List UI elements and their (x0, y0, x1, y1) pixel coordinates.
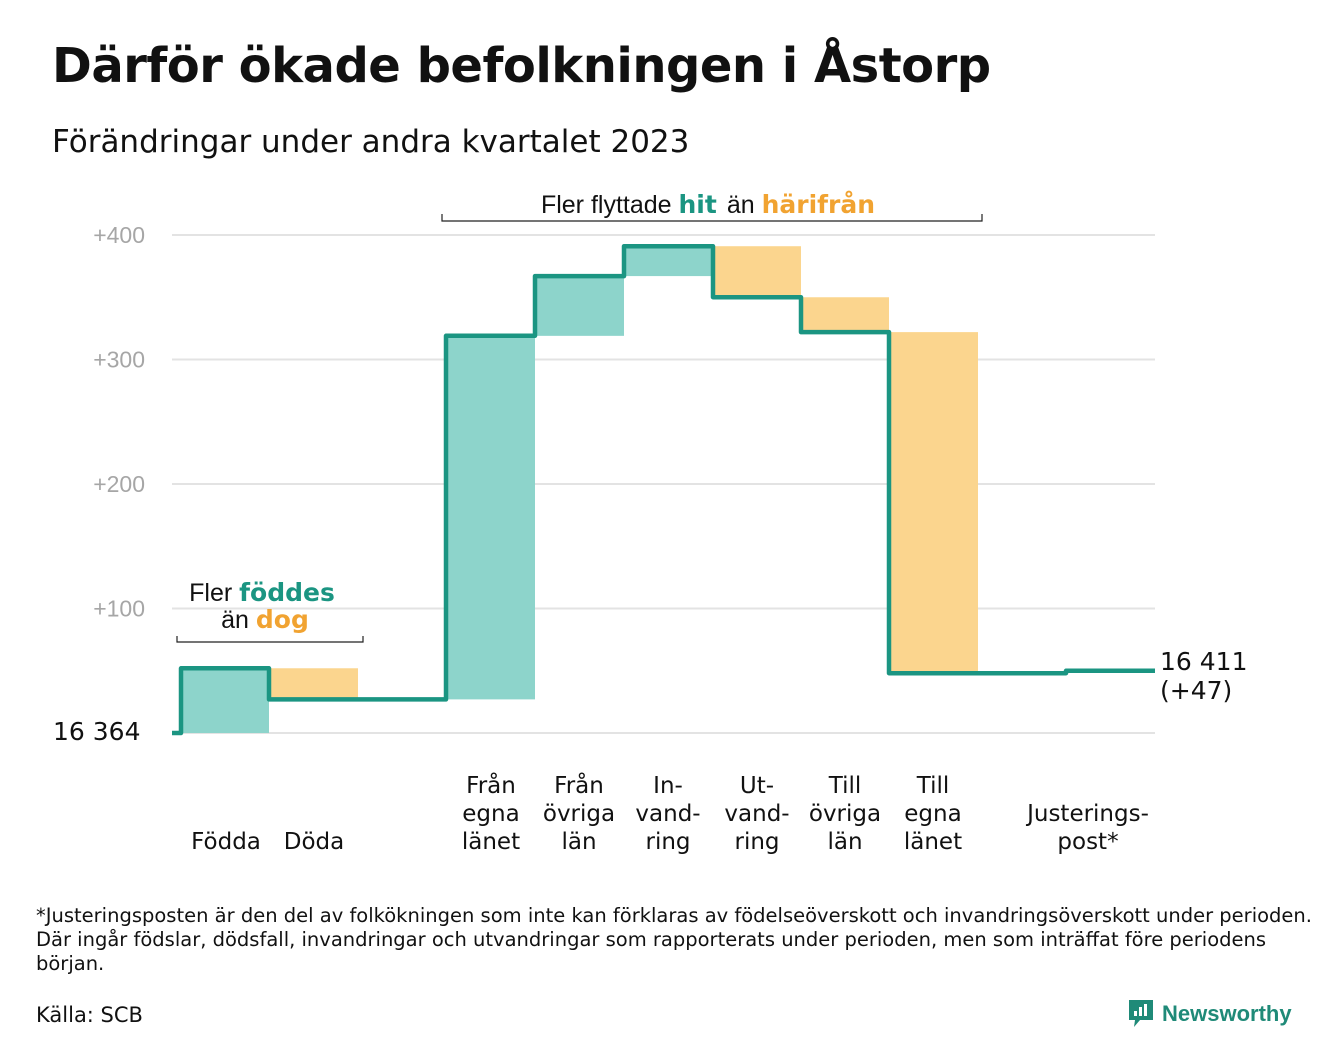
category-label: länet (462, 829, 520, 855)
category-label: ring (645, 829, 690, 855)
waterfall-chart: +100+200+300+400 Födda DödaFrånegnalänetF… (53, 190, 1247, 855)
y-tick-label: +100 (93, 596, 145, 622)
newsworthy-logo-icon (1129, 1000, 1153, 1027)
category-label: Till (916, 773, 950, 799)
migration-annotation-harifran: härifrån (762, 190, 875, 219)
step-line (172, 243, 1155, 736)
bar (269, 668, 358, 700)
gridlines (172, 234, 1155, 734)
category-label: övriga (543, 801, 615, 827)
category-labels: Födda DödaFrånegnalänetFrånövrigalänIn-va… (191, 771, 1149, 855)
category-label: län (561, 829, 596, 855)
bar (713, 246, 801, 298)
y-tick-label: +300 (93, 347, 145, 373)
migration-annotation-prefix: Fler flyttade (541, 191, 679, 219)
migration-annotation: Fler flyttade hit än härifrån (441, 190, 983, 222)
baseline-label: 16 364 (53, 717, 140, 746)
births-annotation-line2: än dog (221, 605, 309, 634)
bar (624, 246, 713, 277)
bar (889, 332, 978, 674)
category-label: övriga (809, 801, 881, 827)
deaths-annotation-highlight: dog (256, 605, 309, 634)
bars (181, 246, 978, 733)
source-label: Källa: SCB (36, 1003, 143, 1027)
category-label: vand- (724, 801, 789, 827)
category-label: post* (1057, 829, 1118, 855)
category-label: Födda (191, 829, 261, 855)
category-label: länet (904, 829, 962, 855)
category-label: In- (653, 773, 683, 799)
chart-title: Därför ökade befolkningen i Åstorp (52, 38, 991, 94)
category-label: län (827, 829, 862, 855)
births-bracket (176, 636, 364, 643)
migration-annotation-middle: än (727, 191, 762, 219)
y-tick-label: +400 (93, 222, 145, 248)
footnote: *Justeringsposten är den del av folkökni… (36, 904, 1312, 975)
births-annotation-highlight: föddes (239, 578, 335, 607)
migration-annotation-text: Fler flyttade hit än härifrån (541, 190, 875, 219)
migration-annotation-hit: hit (679, 190, 717, 219)
bar (446, 335, 535, 700)
end-value-label: 16 411 (1160, 647, 1247, 676)
category-label: Döda (284, 829, 344, 855)
deaths-annotation-prefix: än (221, 606, 256, 634)
category-label: Ut- (740, 773, 774, 799)
newsworthy-logo: Newsworthy (1128, 998, 1292, 1030)
births-annotation-line1: Fler föddes (189, 578, 335, 607)
bar (181, 668, 269, 733)
end-change-label: (+47) (1160, 676, 1232, 705)
bar (801, 297, 889, 333)
y-axis-ticks: +100 +200 +300 +400 (93, 222, 145, 622)
births-annotation-prefix: Fler (189, 579, 239, 607)
migration-bracket (441, 214, 983, 222)
category-label: Justerings- (1025, 801, 1149, 827)
category-label: egna (462, 801, 519, 827)
births-annotation: Fler föddes än dog (176, 578, 364, 643)
chart-subtitle: Förändringar under andra kvartalet 2023 (52, 124, 690, 160)
category-label: ring (734, 829, 779, 855)
category-label: Från (554, 771, 604, 799)
newsworthy-logo-text: Newsworthy (1162, 1001, 1292, 1026)
y-tick-label: +200 (93, 471, 145, 497)
category-label: Till (828, 773, 862, 799)
bar (535, 276, 624, 336)
category-label: vand- (635, 801, 700, 827)
category-label: egna (904, 801, 961, 827)
category-label: Från (466, 771, 516, 799)
step-line-layer (172, 243, 1155, 736)
